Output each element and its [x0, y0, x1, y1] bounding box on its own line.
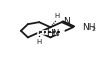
Text: N: N	[64, 17, 70, 26]
Text: HN: HN	[46, 29, 59, 38]
Text: H: H	[37, 39, 42, 45]
Text: NH: NH	[83, 23, 96, 32]
Text: H: H	[54, 13, 59, 19]
Text: 2: 2	[92, 27, 96, 31]
